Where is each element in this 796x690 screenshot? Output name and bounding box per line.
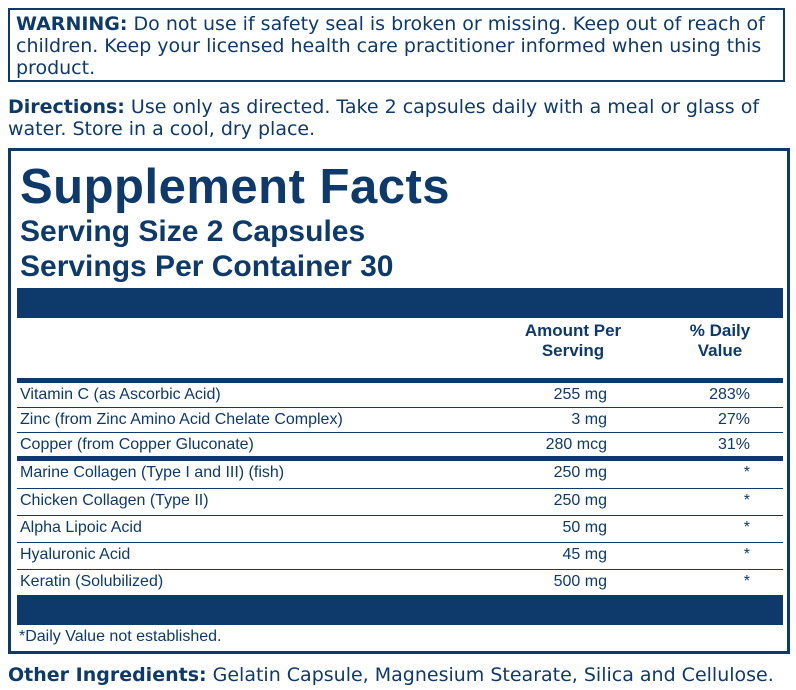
other-ingredients-label: Other Ingredients: xyxy=(8,664,207,686)
daily-value-header: % Daily Value xyxy=(689,321,751,360)
other-ingredients: Other Ingredients: Gelatin Capsule, Magn… xyxy=(8,664,794,686)
table-row: Marine Collagen (Type I and III) (fish) … xyxy=(17,461,783,485)
row-divider xyxy=(17,542,783,543)
serving-size: Serving Size 2 Capsules xyxy=(20,215,366,248)
nutrient-amount: 500 mg xyxy=(553,573,607,590)
table-row: Chicken Collagen (Type II) 250 mg * xyxy=(17,489,783,513)
row-divider xyxy=(17,569,783,570)
footnote: *Daily Value not established. xyxy=(19,628,222,645)
nutrient-dv: 31% xyxy=(717,436,750,453)
directions: Directions: Use only as directed. Take 2… xyxy=(8,96,794,140)
nutrient-amount: 45 mg xyxy=(562,546,607,563)
nutrient-amount: 250 mg xyxy=(553,464,607,481)
nutrient-name: Keratin (Solubilized) xyxy=(20,573,164,590)
header-bar xyxy=(17,288,783,318)
nutrient-amount: 250 mg xyxy=(553,492,607,509)
nutrient-amount: 3 mg xyxy=(571,411,607,428)
nutrient-name: Hyaluronic Acid xyxy=(20,546,131,563)
table-row: Alpha Lipoic Acid 50 mg * xyxy=(17,516,783,540)
nutrient-amount: 280 mcg xyxy=(545,436,607,453)
directions-label: Directions: xyxy=(8,96,125,118)
servings-per-container: Servings Per Container 30 xyxy=(20,250,394,283)
footer-bar xyxy=(17,595,783,625)
supplement-facts-panel: Supplement Facts Serving Size 2 Capsules… xyxy=(8,148,790,654)
table-row: Copper (from Copper Gluconate) 280 mcg 3… xyxy=(17,433,783,457)
other-ingredients-text: Gelatin Capsule, Magnesium Stearate, Sil… xyxy=(206,664,774,686)
nutrient-name: Vitamin C (as Ascorbic Acid) xyxy=(20,386,221,403)
row-divider xyxy=(17,407,783,408)
facts-title: Supplement Facts xyxy=(20,160,451,214)
thick-divider xyxy=(17,378,783,383)
nutrient-dv: * xyxy=(743,573,750,590)
thick-divider xyxy=(17,456,783,461)
nutrient-name: Copper (from Copper Gluconate) xyxy=(20,436,254,453)
directions-text: Use only as directed. Take 2 capsules da… xyxy=(8,96,760,140)
warning-text: Do not use if safety seal is broken or m… xyxy=(16,13,765,79)
row-divider xyxy=(17,515,783,516)
table-row: Hyaluronic Acid 45 mg * xyxy=(17,543,783,567)
amount-per-serving-header: Amount Per Serving xyxy=(524,321,622,360)
table-row: Keratin (Solubilized) 500 mg * xyxy=(17,570,783,594)
warning-label: WARNING: xyxy=(16,13,128,35)
nutrient-dv: 283% xyxy=(709,386,750,403)
nutrient-name: Alpha Lipoic Acid xyxy=(20,519,142,536)
warning-box: WARNING: Do not use if safety seal is br… xyxy=(8,8,785,82)
nutrient-name: Zinc (from Zinc Amino Acid Chelate Compl… xyxy=(20,411,343,428)
nutrient-dv: 27% xyxy=(717,411,750,428)
nutrient-dv: * xyxy=(743,464,750,481)
nutrient-dv: * xyxy=(743,492,750,509)
nutrient-amount: 255 mg xyxy=(553,386,607,403)
nutrient-amount: 50 mg xyxy=(562,519,607,536)
nutrient-dv: * xyxy=(743,546,750,563)
table-row: Zinc (from Zinc Amino Acid Chelate Compl… xyxy=(17,408,783,432)
nutrient-name: Chicken Collagen (Type II) xyxy=(20,492,209,509)
nutrient-name: Marine Collagen (Type I and III) (fish) xyxy=(20,464,285,481)
row-divider xyxy=(17,432,783,433)
row-divider xyxy=(17,488,783,489)
table-row: Vitamin C (as Ascorbic Acid) 255 mg 283% xyxy=(17,383,783,407)
nutrient-dv: * xyxy=(743,519,750,536)
